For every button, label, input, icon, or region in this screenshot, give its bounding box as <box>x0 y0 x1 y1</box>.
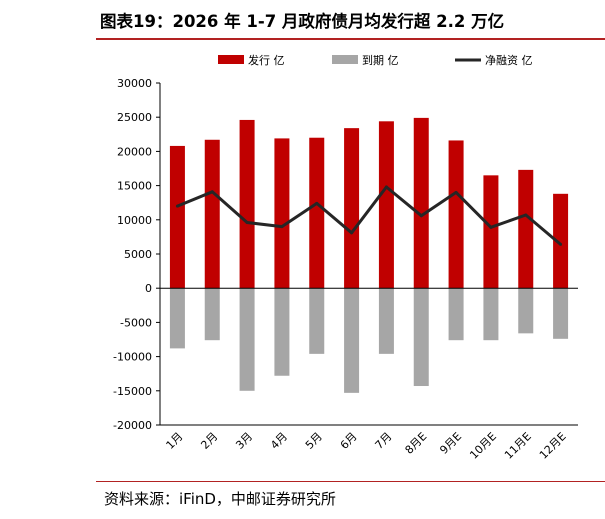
issuance-bar <box>274 138 290 289</box>
x-tick-label: 2月 <box>198 430 220 452</box>
maturity-bar <box>448 288 464 341</box>
maturity-bar <box>413 288 429 387</box>
legend-label-2: 净融资 亿 <box>485 53 533 67</box>
y-tick-label: 25000 <box>117 111 152 124</box>
legend-swatch-0 <box>218 55 244 64</box>
x-tick-label: 5月 <box>303 430 325 452</box>
maturity-bar <box>204 288 220 341</box>
issuance-bar <box>448 140 464 289</box>
maturity-bar <box>518 288 534 334</box>
net-financing-point <box>524 213 528 217</box>
chart: 发行 亿 到期 亿 净融资 亿 30000 25000 20000 15000 10000 5… <box>113 53 578 462</box>
x-tick-label: 7月 <box>373 430 395 452</box>
x-tick-label: 6月 <box>338 430 360 452</box>
x-axis: 1月 2月 3月 4月 5月 6月 7月 8月E 9月E 10月E 11月E 12月E <box>160 287 578 462</box>
source-divider <box>96 481 605 482</box>
net-financing-polyline <box>176 185 562 246</box>
y-tick-label: -15000 <box>113 385 152 398</box>
x-tick-label: 9月E <box>437 430 464 457</box>
y-tick-label: 20000 <box>117 145 152 158</box>
legend-swatch-1 <box>332 55 358 64</box>
issuance-bar <box>553 193 569 289</box>
y-tick-label: 10000 <box>117 214 152 227</box>
issuance-bar <box>309 137 325 289</box>
legend: 发行 亿 到期 亿 净融资 亿 <box>218 53 533 67</box>
net-financing-line <box>175 185 563 246</box>
net-financing-point <box>280 225 284 229</box>
x-tick-label: 10月E <box>467 430 499 462</box>
y-axis: 30000 25000 20000 15000 10000 5000 0 -5000 -1000… <box>113 77 161 432</box>
issuance-bar <box>518 169 534 289</box>
net-financing-point <box>489 225 493 229</box>
source-note: 资料来源：iFinD，中邮证券研究所 <box>104 490 336 508</box>
maturity-bar <box>309 288 325 354</box>
issuance-bar <box>344 128 360 289</box>
x-tick-label: 3月 <box>233 430 255 452</box>
net-financing-point <box>245 221 249 225</box>
net-financing-point <box>559 242 563 246</box>
legend-label-1: 到期 亿 <box>362 54 399 67</box>
net-financing-point <box>315 201 319 205</box>
maturity-bar <box>344 288 360 393</box>
net-financing-point <box>454 190 458 194</box>
net-financing-point <box>350 231 354 235</box>
x-tick-label: 8月E <box>403 430 430 457</box>
net-financing-point <box>384 185 388 189</box>
issuance-bar <box>169 145 185 289</box>
net-financing-point <box>210 190 214 194</box>
y-tick-label: 0 <box>145 282 152 295</box>
y-tick-label: -10000 <box>113 351 152 364</box>
issuance-bar <box>483 175 499 289</box>
y-tick-label: 15000 <box>117 180 152 193</box>
x-tick-label: 12月E <box>537 430 569 462</box>
maturity-bar <box>378 288 394 354</box>
issuance-bars <box>169 117 569 289</box>
y-tick-label: 30000 <box>117 77 152 90</box>
maturity-bar <box>553 288 569 339</box>
x-tick-label: 1月 <box>164 430 186 452</box>
chart-title: 图表19：2026 年 1-7 月政府债月均发行超 2.2 万亿 <box>100 12 505 31</box>
issuance-bar <box>378 121 394 289</box>
net-financing-point <box>419 214 423 218</box>
y-tick-label: 5000 <box>124 248 152 261</box>
title-divider <box>96 38 605 40</box>
issuance-bar <box>239 119 255 289</box>
x-tick-label: 4月 <box>268 430 290 452</box>
legend-label-0: 发行 亿 <box>248 53 285 67</box>
y-tick-label: -5000 <box>120 316 152 329</box>
issuance-bar <box>204 139 220 289</box>
maturity-bar <box>169 288 185 349</box>
maturity-bar <box>239 288 255 391</box>
maturity-bars <box>169 288 569 393</box>
net-financing-point <box>175 204 179 208</box>
x-tick-label: 11月E <box>502 430 534 462</box>
y-tick-label: -20000 <box>113 419 152 432</box>
issuance-bar <box>413 117 429 289</box>
maturity-bar <box>483 288 499 341</box>
maturity-bar <box>274 288 290 376</box>
